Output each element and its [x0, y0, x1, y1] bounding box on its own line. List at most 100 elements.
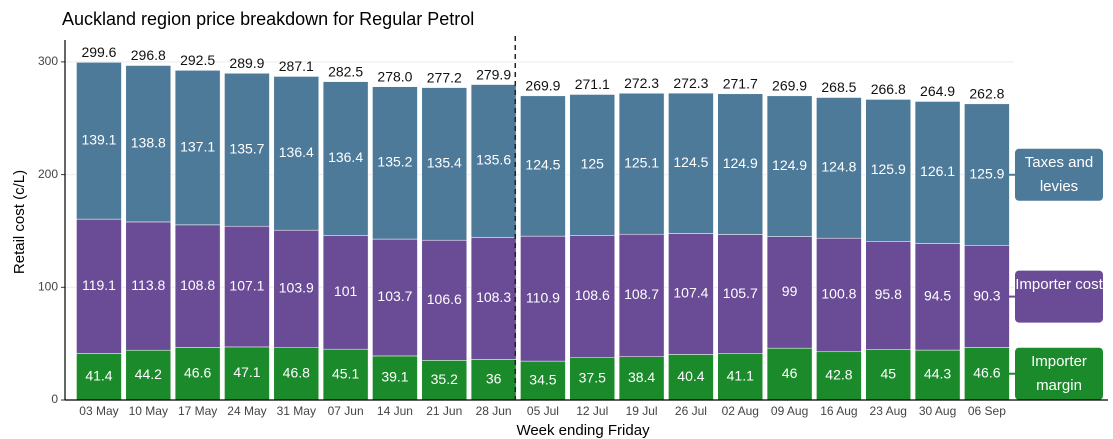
bar-segment — [174, 224, 221, 348]
data-label: 125.1 — [624, 154, 659, 170]
bar-segment — [174, 70, 221, 226]
data-label: 124.9 — [772, 157, 807, 173]
bar-segment — [273, 76, 320, 231]
data-label: 126.1 — [920, 163, 955, 179]
data-label: 45.1 — [332, 365, 359, 381]
bar-segment — [125, 221, 172, 351]
data-label: 103.9 — [279, 279, 314, 295]
data-label: 94.5 — [924, 288, 951, 304]
bar-segment — [76, 353, 122, 401]
x-tick-label: 06 Sep — [968, 404, 1006, 418]
data-label: 46.6 — [973, 364, 1000, 380]
y-tick-label: 100 — [38, 279, 58, 293]
data-label: 135.6 — [476, 152, 511, 168]
data-label: 119.1 — [82, 277, 116, 293]
total-label: 279.9 — [476, 66, 511, 82]
data-label: 99 — [782, 283, 798, 299]
bar-segment — [717, 353, 764, 401]
data-label: 107.1 — [229, 277, 264, 293]
bar-segment — [224, 346, 270, 401]
y-tick-label: 0 — [51, 392, 58, 406]
data-label: 107.4 — [673, 285, 708, 301]
data-label: 136.4 — [279, 144, 314, 160]
bar-segment — [470, 237, 517, 360]
data-label: 135.4 — [427, 155, 462, 171]
bar-segment — [322, 235, 369, 350]
bar-segment — [76, 62, 122, 220]
total-label: 277.2 — [427, 69, 462, 85]
bar-segment — [421, 87, 468, 241]
bar-segment — [865, 349, 911, 401]
data-label: 135.2 — [377, 154, 412, 170]
data-label: 35.2 — [431, 371, 458, 387]
data-label: 44.3 — [924, 366, 951, 382]
total-label: 264.9 — [920, 83, 955, 99]
bar-segment — [125, 349, 172, 401]
data-label: 34.5 — [529, 371, 556, 387]
data-label: 40.4 — [677, 368, 704, 384]
data-label: 44.2 — [135, 366, 162, 382]
bar-segment — [618, 356, 665, 401]
bar-segment — [322, 81, 369, 236]
chart-title: Auckland region price breakdown for Regu… — [62, 9, 474, 29]
x-tick-label: 24 May — [227, 404, 266, 418]
y-tick-label: 300 — [38, 54, 58, 68]
x-tick-label: 28 Jun — [476, 404, 512, 418]
data-label: 125.9 — [969, 165, 1004, 181]
data-label: 136.4 — [328, 149, 363, 165]
data-label: 37.5 — [579, 370, 606, 386]
bar-segment — [618, 92, 665, 235]
total-label: 269.9 — [772, 78, 807, 94]
bar-segment — [766, 95, 813, 237]
data-label: 39.1 — [381, 369, 408, 385]
bar-segment — [569, 94, 616, 236]
bar-segment — [865, 99, 911, 242]
bar-segment — [372, 86, 418, 240]
data-label: 41.4 — [85, 367, 112, 383]
data-label: 108.8 — [180, 277, 215, 293]
x-tick-label: 23 Aug — [870, 404, 907, 418]
data-label: 95.8 — [875, 286, 902, 302]
data-label: 125.9 — [871, 161, 906, 177]
data-label: 108.3 — [476, 289, 511, 305]
legend-box — [1015, 148, 1103, 201]
bar-segment — [520, 235, 566, 362]
y-tick-label: 200 — [38, 167, 58, 181]
bar-segment — [964, 103, 1010, 246]
x-axis-label: Week ending Friday — [516, 422, 650, 439]
bar-segment — [816, 237, 862, 353]
total-label: 262.8 — [969, 86, 1004, 102]
total-label: 292.5 — [180, 52, 215, 68]
x-tick-label: 09 Aug — [771, 404, 808, 418]
data-label: 108.6 — [575, 287, 610, 303]
legend-box — [1015, 270, 1103, 323]
x-tick-label: 10 May — [129, 404, 168, 418]
data-label: 41.1 — [727, 368, 754, 384]
bar-segment — [914, 101, 961, 244]
data-label: 46.6 — [184, 364, 211, 380]
bar-segment — [766, 236, 813, 349]
x-tick-label: 14 Jun — [377, 404, 413, 418]
total-label: 271.1 — [575, 76, 610, 92]
bar-segment — [816, 351, 862, 401]
data-label: 124.8 — [821, 159, 856, 175]
total-label: 287.1 — [279, 58, 314, 74]
data-label: 124.9 — [723, 155, 758, 171]
bar-segment — [668, 233, 714, 355]
x-tick-label: 26 Jul — [675, 404, 707, 418]
data-label: 90.3 — [973, 287, 1000, 303]
x-tick-label: 16 Aug — [820, 404, 857, 418]
y-axis-label: Retail cost (c/L) — [11, 170, 28, 274]
total-label: 268.5 — [821, 79, 856, 95]
total-label: 269.9 — [525, 78, 560, 94]
data-label: 46.8 — [283, 364, 310, 380]
bar-segment — [914, 243, 961, 351]
legend-label: Importer margin — [1031, 352, 1087, 394]
bar-segment — [470, 84, 517, 238]
x-tick-label: 17 May — [178, 404, 217, 418]
data-label: 137.1 — [180, 138, 215, 154]
data-label: 105.7 — [723, 285, 758, 301]
bar-segment — [668, 92, 714, 234]
